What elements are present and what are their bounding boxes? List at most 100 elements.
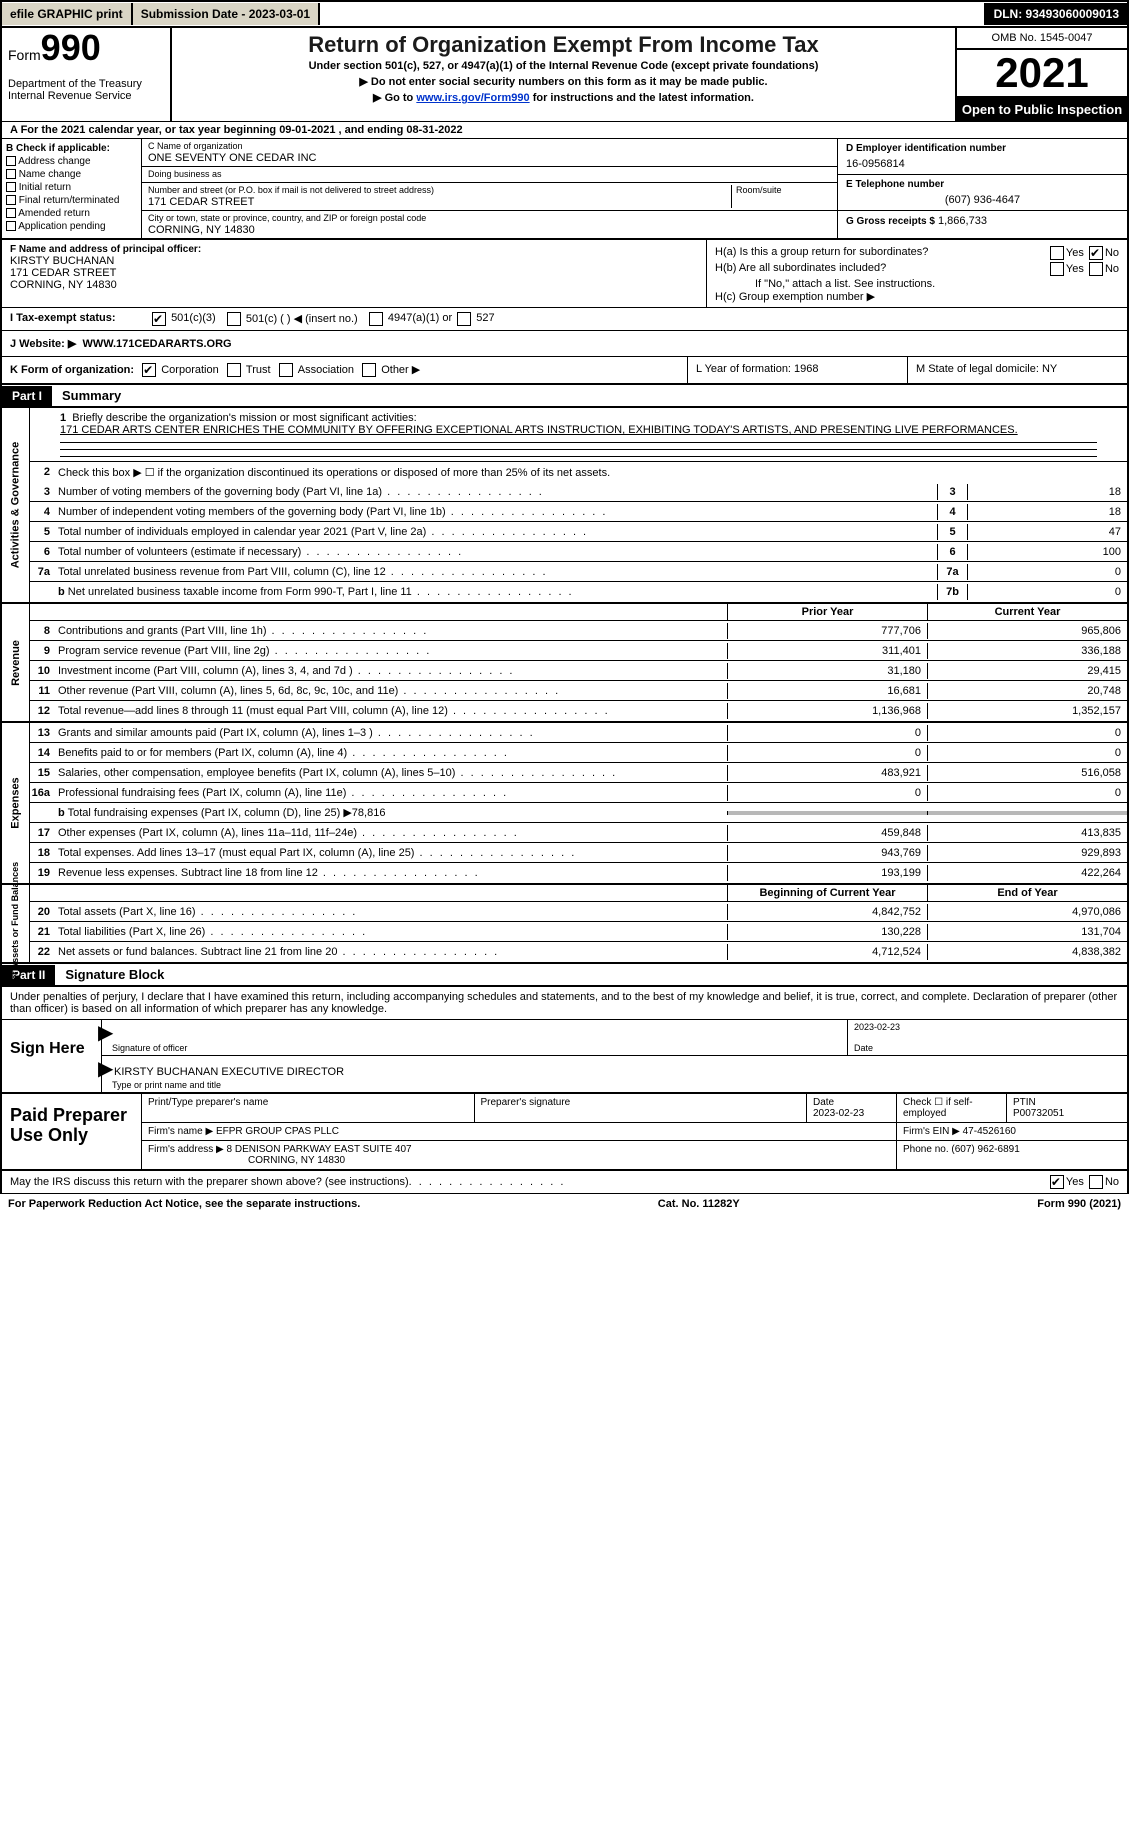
checkbox-ha-yes[interactable] — [1050, 246, 1064, 260]
sidebar-net-assets: Net Assets or Fund Balances — [11, 861, 21, 985]
officer-print-name: KIRSTY BUCHANAN EXECUTIVE DIRECTOR — [114, 1066, 344, 1078]
omb-number: OMB No. 1545-0047 — [957, 28, 1127, 50]
section-expenses: Expenses 13Grants and similar amounts pa… — [0, 723, 1129, 885]
checkbox-association[interactable] — [279, 363, 293, 377]
line-2: 2 Check this box ▶ ☐ if the organization… — [30, 462, 1127, 482]
expense-line-18: 18Total expenses. Add lines 13–17 (must … — [30, 843, 1127, 863]
checkbox-amended-return[interactable] — [6, 208, 16, 218]
summary-line-3: 3Number of voting members of the governi… — [30, 482, 1127, 502]
netassets-line-20: 20Total assets (Part X, line 16)4,842,75… — [30, 902, 1127, 922]
checkbox-discuss-no[interactable] — [1089, 1175, 1103, 1189]
column-c-org-info: C Name of organization ONE SEVENTY ONE C… — [142, 139, 837, 238]
form-title: Return of Organization Exempt From Incom… — [180, 32, 947, 58]
dln-label: DLN: 93493060009013 — [984, 3, 1127, 25]
instruction-2: ▶ Go to www.irs.gov/Form990 for instruct… — [180, 91, 947, 104]
part-i-header: Part I Summary — [0, 385, 1129, 408]
column-d-right: D Employer identification number 16-0956… — [837, 139, 1127, 238]
page-footer: For Paperwork Reduction Act Notice, see … — [0, 1194, 1129, 1214]
section-f-h: F Name and address of principal officer:… — [0, 240, 1129, 308]
checkbox-trust[interactable] — [227, 363, 241, 377]
expense-line-13: 13Grants and similar amounts paid (Part … — [30, 723, 1127, 743]
checkbox-name-change[interactable] — [6, 169, 16, 179]
sidebar-revenue: Revenue — [10, 640, 22, 686]
submission-date-label: Submission Date - 2023-03-01 — [133, 3, 320, 25]
checkbox-hb-no[interactable] — [1089, 262, 1103, 276]
form-number: 990 — [41, 27, 101, 68]
preparer-date: 2023-02-23 — [813, 1108, 864, 1119]
ein-value: 16-0956814 — [846, 158, 1119, 170]
form-header: Form990 Department of the Treasury Inter… — [0, 28, 1129, 121]
sidebar-expenses: Expenses — [10, 777, 22, 828]
org-name: ONE SEVENTY ONE CEDAR INC — [148, 152, 831, 164]
checkbox-corporation[interactable] — [142, 363, 156, 377]
checkbox-501c-other[interactable] — [227, 312, 241, 326]
revenue-line-9: 9Program service revenue (Part VIII, lin… — [30, 641, 1127, 661]
checkbox-application-pending[interactable] — [6, 221, 16, 231]
expense-line-b: b Total fundraising expenses (Part IX, c… — [30, 803, 1127, 823]
checkbox-final-return[interactable] — [6, 195, 16, 205]
section-net-assets: Net Assets or Fund Balances Beginning of… — [0, 885, 1129, 964]
dept-label: Department of the Treasury — [8, 78, 164, 90]
top-toolbar: efile GRAPHIC print Submission Date - 20… — [0, 0, 1129, 28]
sign-date: 2023-02-23 — [854, 1022, 900, 1032]
checkbox-address-change[interactable] — [6, 156, 16, 166]
netassets-line-22: 22Net assets or fund balances. Subtract … — [30, 942, 1127, 962]
checkbox-4947a1[interactable] — [369, 312, 383, 326]
column-b-checkboxes: B Check if applicable: Address change Na… — [2, 139, 142, 238]
firm-phone: (607) 962-6891 — [951, 1144, 1019, 1155]
row-i-tax-exempt: I Tax-exempt status: 501(c)(3) 501(c) ( … — [0, 308, 1129, 331]
irs-discuss-row: May the IRS discuss this return with the… — [0, 1171, 1129, 1194]
summary-line-4: 4Number of independent voting members of… — [30, 502, 1127, 522]
telephone-value: (607) 936-4647 — [846, 194, 1119, 206]
efile-print-button[interactable]: efile GRAPHIC print — [2, 3, 133, 25]
year-formation: L Year of formation: 1968 — [687, 357, 907, 383]
revenue-line-10: 10Investment income (Part VIII, column (… — [30, 661, 1127, 681]
form-subtitle: Under section 501(c), 527, or 4947(a)(1)… — [180, 60, 947, 72]
website-value: WWW.171CEDARARTS.ORG — [82, 338, 231, 350]
city-state-zip: CORNING, NY 14830 — [148, 224, 831, 236]
revenue-header-row: Prior Year Current Year — [30, 604, 1127, 621]
netassets-line-21: 21Total liabilities (Part X, line 26)130… — [30, 922, 1127, 942]
firm-ein: 47-4526160 — [963, 1126, 1016, 1137]
checkbox-discuss-yes[interactable] — [1050, 1175, 1064, 1189]
revenue-line-8: 8Contributions and grants (Part VIII, li… — [30, 621, 1127, 641]
officer-addr2: CORNING, NY 14830 — [10, 279, 698, 291]
section-activities-governance: Activities & Governance 1 Briefly descri… — [0, 408, 1129, 604]
expense-line-19: 19Revenue less expenses. Subtract line 1… — [30, 863, 1127, 883]
checkbox-501c3[interactable] — [152, 312, 166, 326]
checkbox-hb-yes[interactable] — [1050, 262, 1064, 276]
checkbox-527[interactable] — [457, 312, 471, 326]
checkbox-other[interactable] — [362, 363, 376, 377]
summary-line-5: 5Total number of individuals employed in… — [30, 522, 1127, 542]
tax-year: 2021 — [957, 50, 1127, 98]
state-domicile: M State of legal domicile: NY — [907, 357, 1127, 383]
row-a-fiscal-year: A For the 2021 calendar year, or tax yea… — [0, 121, 1129, 138]
firm-address: 8 DENISON PARKWAY EAST SUITE 407 — [227, 1144, 412, 1155]
irs-link[interactable]: www.irs.gov/Form990 — [416, 92, 529, 104]
firm-name: EFPR GROUP CPAS PLLC — [216, 1126, 339, 1137]
expense-line-17: 17Other expenses (Part IX, column (A), l… — [30, 823, 1127, 843]
revenue-line-11: 11Other revenue (Part VIII, column (A), … — [30, 681, 1127, 701]
revenue-line-12: 12Total revenue—add lines 8 through 11 (… — [30, 701, 1127, 721]
section-revenue: Revenue Prior Year Current Year 8Contrib… — [0, 604, 1129, 723]
summary-line-6: 6Total number of volunteers (estimate if… — [30, 542, 1127, 562]
part-ii-header: Part II Signature Block — [0, 964, 1129, 987]
row-j-website: J Website: ▶ WWW.171CEDARARTS.ORG — [0, 331, 1129, 357]
open-to-public-label: Open to Public Inspection — [957, 98, 1127, 121]
sign-here-block: Sign Here ▶Signature of officer 2023-02-… — [0, 1020, 1129, 1094]
line-1-mission: 1 Briefly describe the organization's mi… — [30, 408, 1127, 462]
mission-text: 171 CEDAR ARTS CENTER ENRICHES THE COMMU… — [60, 424, 1018, 436]
sidebar-activities-governance: Activities & Governance — [10, 442, 22, 569]
checkbox-ha-no[interactable] — [1089, 246, 1103, 260]
checkbox-initial-return[interactable] — [6, 182, 16, 192]
street-address: 171 CEDAR STREET — [148, 196, 731, 208]
expense-line-16a: 16aProfessional fundraising fees (Part I… — [30, 783, 1127, 803]
summary-line-7a: 7aTotal unrelated business revenue from … — [30, 562, 1127, 582]
row-k-form-org: K Form of organization: Corporation Trus… — [0, 357, 1129, 385]
summary-line-7b: b Net unrelated business taxable income … — [30, 582, 1127, 602]
ptin-value: P00732051 — [1013, 1108, 1064, 1119]
form-label: Form — [8, 47, 41, 63]
expense-line-14: 14Benefits paid to or for members (Part … — [30, 743, 1127, 763]
section-bcd: B Check if applicable: Address change Na… — [0, 138, 1129, 240]
officer-name: KIRSTY BUCHANAN — [10, 255, 698, 267]
